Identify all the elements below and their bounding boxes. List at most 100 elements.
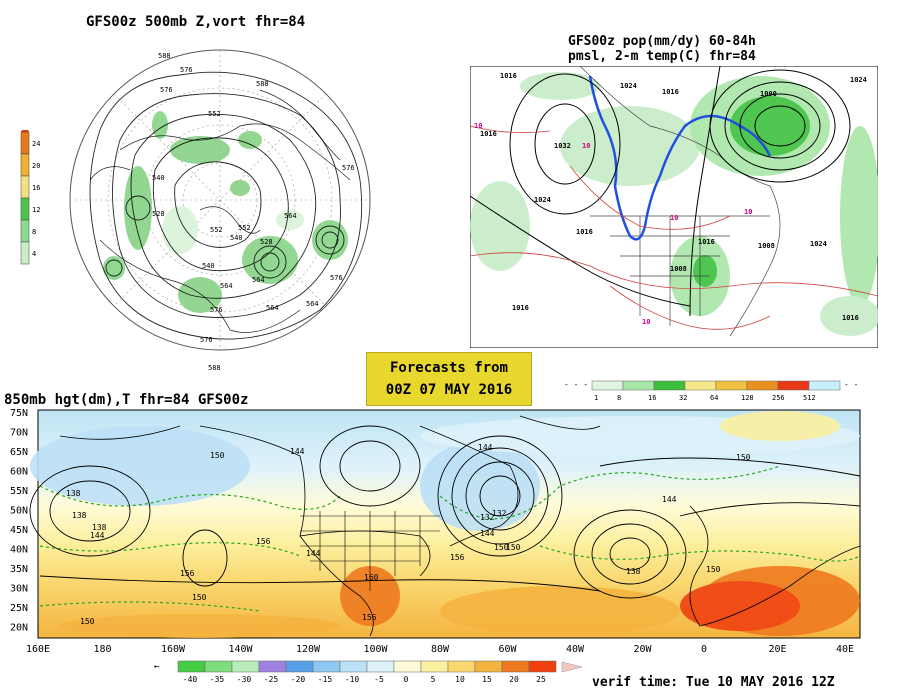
colorbar-tick-label: -10 xyxy=(345,675,360,684)
longitude-label: 160W xyxy=(161,644,186,655)
panel-qpf-colorbar: - - - - - - 1 8 16 32 64 128 256 512 xyxy=(564,380,862,402)
colorbar-swatch xyxy=(447,660,476,673)
colorbar-tick-label: 512 xyxy=(803,394,816,402)
height-contour-label: 156 xyxy=(256,537,271,546)
colorbar-swatch xyxy=(474,660,503,673)
colorbar-tick-label: 32 xyxy=(679,394,687,402)
contour-label: 564 xyxy=(220,282,233,290)
longitude-label: 180 xyxy=(94,644,112,655)
verif-time: verif time: Tue 10 MAY 2016 12Z xyxy=(592,675,835,690)
latitude-label: 50N xyxy=(10,506,28,517)
isotherm-label: 10 xyxy=(670,214,678,222)
latitude-label: 65N xyxy=(10,447,28,458)
colorbar-tick-label: 8 xyxy=(32,228,36,236)
colorbar-swatch xyxy=(312,660,341,673)
height-contour-label: 160 xyxy=(364,573,379,582)
colorbar-tick-label: -40 xyxy=(183,675,198,684)
longitude-label: 120W xyxy=(296,644,321,655)
colorbar-swatch xyxy=(204,660,233,673)
colorbar-swatch xyxy=(715,380,748,391)
latitude-label: 25N xyxy=(10,603,28,614)
isobar-label: 1024 xyxy=(810,240,827,248)
colorbar-swatch xyxy=(20,175,30,199)
forecast-init-line1: Forecasts from xyxy=(389,360,508,376)
latitude-label: 30N xyxy=(10,584,28,595)
colorbar-tick-label: -15 xyxy=(318,675,333,684)
colorbar-tick-label: 12 xyxy=(32,206,40,214)
isobar-label: 1024 xyxy=(534,196,551,204)
contour-label: 528 xyxy=(260,238,273,246)
contour-label: 564 xyxy=(306,300,319,308)
colorbar-swatch xyxy=(20,131,30,155)
colorbar-tick-label: -20 xyxy=(291,675,306,684)
isobar-label: 1016 xyxy=(662,88,679,96)
colorbar-tick-label: 5 xyxy=(431,675,436,684)
colorbar-tick-label: -30 xyxy=(237,675,252,684)
longitude-label: 20W xyxy=(634,644,653,655)
contour-label: 576 xyxy=(210,306,223,314)
isobar-label: 1008 xyxy=(670,265,687,273)
colorbar-swatch xyxy=(20,219,30,243)
latitude-label: 35N xyxy=(10,564,28,575)
height-contour-label: 138 xyxy=(72,511,87,520)
colorbar-swatch xyxy=(177,660,206,673)
colorbar-tick-label: 256 xyxy=(772,394,785,402)
colorbar-swatch xyxy=(20,241,30,265)
colorbar-swatch xyxy=(420,660,449,673)
longitude-label: 40E xyxy=(836,644,854,655)
colorbar-tick-label: 1 xyxy=(594,394,598,402)
longitude-label: 160E xyxy=(26,644,50,655)
contour-label: 564 xyxy=(266,304,279,312)
height-contour-label: 156 xyxy=(180,569,195,578)
isobar-label: 1008 xyxy=(758,242,775,250)
colorbar-tick-label: -25 xyxy=(264,675,279,684)
latitude-label: 20N xyxy=(10,623,28,634)
latitude-label: 55N xyxy=(10,486,28,497)
svg-text:- - -: - - - xyxy=(564,380,588,389)
longitude-label: 40W xyxy=(566,644,585,655)
colorbar-swatch xyxy=(777,380,810,391)
latitude-label: 40N xyxy=(10,545,28,556)
colorbar-tick-label: 20 xyxy=(509,675,519,684)
contour-label: 588 xyxy=(256,80,269,88)
colorbar-swatch xyxy=(684,380,717,391)
latitude-label: 70N xyxy=(10,428,28,439)
svg-text:- - -: - - - xyxy=(844,380,862,389)
colorbar-swatch xyxy=(285,660,314,673)
colorbar-swatch xyxy=(339,660,368,673)
contour-label: 552 xyxy=(238,224,251,232)
contour-label: 540 xyxy=(230,234,243,242)
latitude-label: 45N xyxy=(10,525,28,536)
colorbar-tick-label: -5 xyxy=(374,675,384,684)
isotherm-label: 10 xyxy=(582,142,590,150)
isotherm-label: 10 xyxy=(744,208,752,216)
colorbar-swatch xyxy=(258,660,287,673)
height-contour-label: 144 xyxy=(90,531,105,540)
panel-850mb-map: 1501441441501381321381441561501561501441… xyxy=(10,408,861,655)
colorbar-swatch xyxy=(746,380,779,391)
longitude-label: 0 xyxy=(701,644,707,655)
height-contour-label: 132 xyxy=(492,509,507,518)
panel-qpf-title-2: pmsl, 2-m temp(C) fhr=84 xyxy=(568,49,756,64)
contour-label: 540 xyxy=(202,262,215,270)
isobar-label: 1016 xyxy=(500,72,517,80)
colorbar-tick-label: 16 xyxy=(648,394,656,402)
colorbar-tick-label: 16 xyxy=(32,184,40,192)
colorbar-tick-label: 24 xyxy=(32,140,40,148)
colorbar-tick-label: 8 xyxy=(617,394,621,402)
isobar-label: 1016 xyxy=(512,304,529,312)
isobar-label: 1024 xyxy=(620,82,637,90)
isobar-label: 1000 xyxy=(760,90,777,98)
contour-label: 576 xyxy=(160,86,173,94)
latitude-label: 60N xyxy=(10,467,28,478)
height-contour-label: 144 xyxy=(306,549,321,558)
isobar-label: 1024 xyxy=(850,76,867,84)
contour-label: 528 xyxy=(152,210,165,218)
contour-label: 576 xyxy=(330,274,343,282)
height-contour-label: 156 xyxy=(362,613,377,622)
contour-label: 564 xyxy=(252,276,265,284)
contour-label: 552 xyxy=(210,226,223,234)
height-contour-label: 150 xyxy=(210,451,225,460)
height-contour-label: 132 xyxy=(480,513,495,522)
height-contour-label: 144 xyxy=(480,529,495,538)
